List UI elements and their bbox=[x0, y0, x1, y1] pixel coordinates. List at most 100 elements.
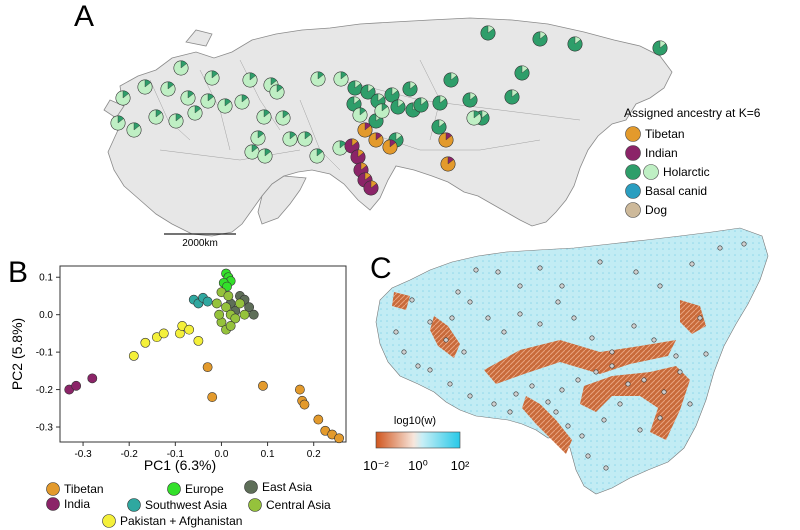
pca-point bbox=[184, 324, 195, 335]
legend-b-entry: Tibetan bbox=[46, 482, 104, 496]
ancestry-pie bbox=[244, 144, 260, 160]
sample-dot bbox=[661, 389, 667, 395]
ancestry-pie bbox=[440, 156, 456, 172]
y-tick-label: 0.1 bbox=[39, 273, 53, 284]
pie-wedge bbox=[377, 93, 384, 102]
pie-wedge bbox=[249, 72, 256, 81]
pie-wedge bbox=[445, 132, 452, 141]
legend-a-swatch bbox=[625, 145, 641, 161]
sample-dot bbox=[565, 423, 571, 429]
ancestry-pies bbox=[110, 25, 668, 196]
y-axis-label: PC2 (5.8%) bbox=[9, 318, 25, 390]
ancestry-pie bbox=[368, 132, 384, 148]
ancestry-pie bbox=[432, 95, 448, 111]
pca-point bbox=[225, 321, 236, 331]
ancestry-pie bbox=[310, 71, 326, 87]
sample-dot bbox=[555, 299, 561, 305]
sample-dot bbox=[687, 401, 693, 407]
ancestry-pie bbox=[173, 60, 189, 76]
ancestry-pie bbox=[431, 119, 447, 135]
sample-dot bbox=[559, 387, 565, 393]
ancestry-pie bbox=[160, 81, 176, 97]
pie-wedge bbox=[391, 87, 398, 96]
legend-b-swatch bbox=[127, 498, 141, 512]
sample-dot bbox=[513, 391, 519, 397]
ancestry-pie bbox=[438, 132, 454, 148]
x-tick-label: 0.2 bbox=[307, 449, 321, 460]
pie-wedge bbox=[351, 138, 358, 147]
ancestry-pie bbox=[234, 94, 250, 110]
pca-point bbox=[128, 350, 139, 361]
sample-dot bbox=[507, 409, 513, 415]
barrier-4 bbox=[430, 316, 460, 358]
sample-dot bbox=[455, 289, 461, 295]
pie-wedge bbox=[133, 122, 140, 131]
ancestry-pie bbox=[382, 139, 398, 155]
pca-point bbox=[294, 384, 305, 395]
pca-point bbox=[158, 328, 169, 339]
panel-a: A 2000km Assigned ancestry at K=6 Tibeta… bbox=[74, 0, 761, 249]
ancestry-pie bbox=[269, 84, 285, 100]
sample-dot bbox=[689, 261, 695, 267]
pca-point bbox=[258, 380, 268, 391]
pie-wedge bbox=[117, 115, 124, 124]
barrier-5 bbox=[680, 300, 706, 334]
pie-wedge bbox=[282, 110, 289, 119]
pca-point bbox=[214, 309, 225, 320]
legend-b-entry: East Asia bbox=[244, 480, 312, 494]
ancestry-pie bbox=[357, 122, 373, 138]
ancestry-pie bbox=[350, 149, 366, 165]
pie-wedge bbox=[487, 25, 494, 34]
pie-wedge bbox=[364, 122, 371, 131]
pie-wedge bbox=[211, 70, 218, 79]
pie-wedge bbox=[241, 94, 248, 103]
pca-points bbox=[64, 268, 344, 444]
legend-b-label: Southwest Asia bbox=[145, 498, 227, 512]
pie-wedge bbox=[317, 71, 324, 80]
ancestry-pie bbox=[384, 87, 400, 103]
pie-wedge bbox=[438, 119, 445, 128]
sample-dot bbox=[495, 269, 501, 275]
pie-wedge bbox=[304, 131, 311, 140]
pie-wedge bbox=[469, 92, 476, 101]
sample-dot bbox=[447, 381, 453, 387]
ancestry-pie bbox=[309, 148, 325, 164]
x-tick-label: -0.1 bbox=[167, 449, 185, 460]
sample-dot bbox=[517, 283, 523, 289]
legend-a-swatch bbox=[625, 126, 641, 142]
panel-a-letter: A bbox=[74, 0, 94, 33]
sample-dot bbox=[637, 427, 643, 433]
ancestry-pie bbox=[333, 71, 349, 87]
sample-dot bbox=[631, 323, 637, 329]
ancestry-pie bbox=[346, 96, 362, 112]
pie-wedge bbox=[360, 162, 367, 171]
pca-point bbox=[223, 291, 234, 301]
ancestry-pie bbox=[413, 97, 429, 113]
pie-wedge bbox=[155, 109, 162, 118]
pie-wedge bbox=[316, 148, 323, 157]
sample-dot bbox=[717, 245, 723, 251]
ancestry-pie bbox=[204, 70, 220, 86]
ancestry-pie bbox=[217, 98, 233, 114]
sample-dot bbox=[571, 315, 577, 321]
sample-dot bbox=[559, 283, 565, 289]
sample-dot bbox=[529, 383, 535, 389]
ancestry-pie bbox=[187, 105, 203, 121]
pca-point bbox=[334, 433, 344, 444]
panel-c-map bbox=[375, 227, 769, 495]
barrier-1 bbox=[484, 340, 676, 384]
ancestry-pie bbox=[275, 110, 291, 126]
barrier-6 bbox=[392, 292, 410, 310]
pie-wedge bbox=[180, 60, 187, 69]
legend-b-entry: Southwest Asia bbox=[127, 498, 227, 512]
pie-wedge bbox=[359, 107, 366, 116]
sample-dot bbox=[461, 349, 467, 355]
pie-wedge bbox=[340, 71, 347, 80]
colorbar-tick-mid: 10⁰ bbox=[408, 458, 428, 473]
sample-dot bbox=[491, 401, 497, 407]
x-axis-ticks: -0.3 -0.2 -0.1 0.0 0.1 0.2 bbox=[74, 442, 321, 460]
ancestry-pie bbox=[402, 81, 418, 97]
pca-point bbox=[230, 313, 241, 324]
pie-wedge bbox=[357, 149, 364, 158]
